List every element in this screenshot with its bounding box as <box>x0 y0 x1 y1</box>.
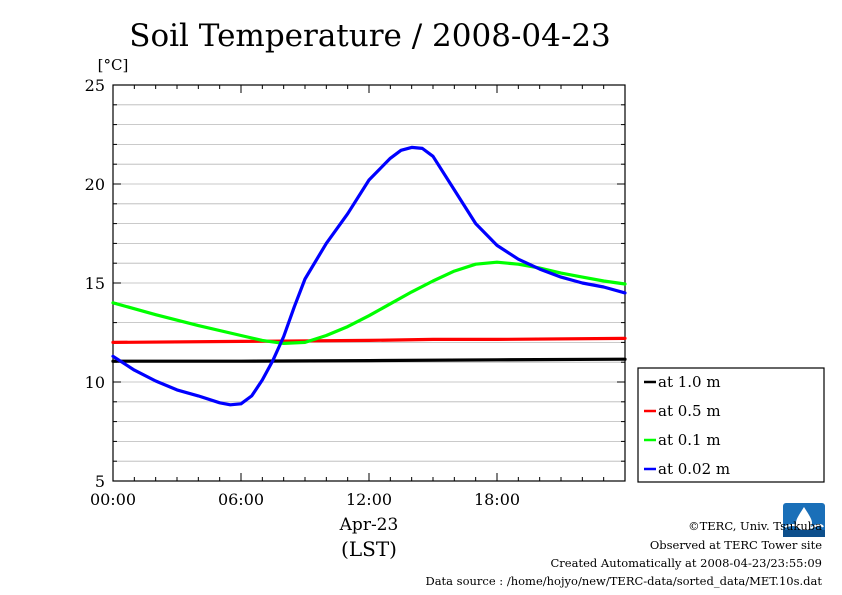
series-line <box>111 357 627 363</box>
legend-entry: at 0.1 m <box>658 431 721 449</box>
y-axis-unit-label: [°C] <box>98 56 129 74</box>
y-tick-label: 25 <box>85 76 105 95</box>
axis-ticks: 5 10 15 20 25 00:00 06:00 12:00 18:00 <box>85 76 626 509</box>
legend-entry: at 1.0 m <box>658 373 721 391</box>
y-tick-label: 10 <box>85 373 105 392</box>
legend-entry: at 0.02 m <box>658 460 730 478</box>
credit-observed: Observed at TERC Tower site <box>649 538 822 552</box>
x-axis-timezone-label: (LST) <box>341 537 397 561</box>
series-lines <box>111 145 627 407</box>
grid-lines <box>113 104 625 462</box>
credit-copyright: ©TERC, Univ. Tsukuba <box>688 519 822 533</box>
terc-logo-icon <box>783 503 825 537</box>
series-line <box>111 336 627 344</box>
credit-created: Created Automatically at 2008-04-23/23:5… <box>550 556 823 570</box>
legend-entry: at 0.5 m <box>658 402 721 420</box>
x-tick-label: 06:00 <box>218 490 264 509</box>
y-tick-label: 15 <box>85 274 105 293</box>
legend: at 1.0 m at 0.5 m at 0.1 m at 0.02 m <box>637 367 825 483</box>
x-axis-date-label: Apr-23 <box>339 515 399 535</box>
credit-data-source: Data source : /home/hojyo/new/TERC-data/… <box>425 574 822 588</box>
y-tick-label: 20 <box>85 175 105 194</box>
series-line <box>111 260 627 345</box>
chart-title: Soil Temperature / 2008-04-23 <box>129 18 611 54</box>
series-line <box>111 145 627 407</box>
x-tick-label: 00:00 <box>90 490 136 509</box>
x-tick-label: 12:00 <box>346 490 392 509</box>
y-tick-label: 5 <box>95 472 105 491</box>
x-tick-label: 18:00 <box>474 490 520 509</box>
legend-box <box>637 367 825 483</box>
